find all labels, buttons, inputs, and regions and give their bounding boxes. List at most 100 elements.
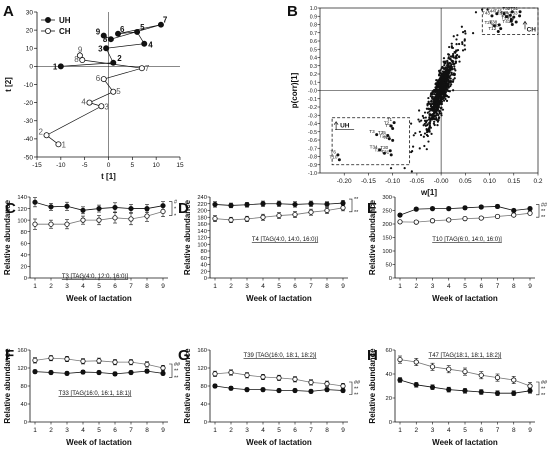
y-tick-label: -1.0 [308,171,317,177]
chart-title: T4 [TAG(4:0, 14:0, 16:0)] [252,237,319,243]
data-point [115,30,122,37]
loading-point [412,145,415,148]
y-tick-label: -0.0 [308,89,317,95]
loading-point [452,35,455,38]
loading-point [436,120,440,123]
x-tick-label: 7 [309,427,313,434]
data-point [511,390,517,396]
x-tick-label: 5 [463,283,467,290]
labeled-point-text: T31 [381,149,389,154]
x-axis-label-b: w[1] [420,188,437,197]
point-label: 2 [117,54,122,63]
y-tick-label: -0.9 [308,163,317,169]
loading-point [437,74,441,77]
x-tick-label: 9 [161,283,165,290]
loading-point [433,120,436,123]
labeled-point-text: T3 [369,129,375,134]
point-label: 6 [96,74,101,83]
loadings-cloud [389,8,489,173]
series-uh [212,383,346,394]
loading-point [447,89,450,93]
data-point [80,358,86,364]
y-tick-label: 160 [17,348,27,354]
x-axis-label: Week of lactation [246,294,312,303]
loading-point [427,107,430,110]
data-point [212,216,218,222]
labeled-point [389,153,393,157]
labeled-point [510,23,514,26]
significance-mark: ** [541,393,546,399]
loading-point [426,123,429,126]
loading-point [456,48,460,52]
x-axis-label: Week of lactation [246,438,312,447]
loading-point [471,32,475,35]
loading-point [424,116,427,119]
y-tick-label: 0.6 [310,39,317,45]
labeled-point [391,138,395,142]
x-axis-label: Week of lactation [66,438,132,447]
y-tick-label: -0.2 [308,105,317,111]
loading-point [427,129,430,132]
loading-point [448,45,451,49]
data-point [103,45,110,52]
panel-label-c: C [5,200,16,217]
loading-point [438,110,442,113]
loading-point [444,74,447,77]
x-tick-label: 6 [479,283,483,290]
loading-point [430,117,433,121]
labeled-point [387,137,391,141]
labeled-point-text: T47 [497,11,505,16]
loading-point [425,107,428,110]
y-tick-label: 40 [386,372,392,378]
data-point [144,361,150,367]
loading-point [441,83,444,87]
panel-g: G 0 40 80 120 160 1 2 3 4 5 6 7 8 9 Week of lactation Re… [178,347,361,447]
loading-point [442,57,446,60]
legend-a: UH CH [41,16,71,36]
data-point [260,214,266,220]
series-uh [397,377,533,396]
data-point [324,207,330,214]
loading-point [422,135,425,138]
y-tick-label: 80 [201,384,207,390]
loading-point [436,82,439,85]
loading-point [423,144,426,148]
data-point [32,357,38,363]
significance-bracket [349,381,353,395]
data-point [340,205,346,211]
loading-point [437,102,440,106]
y-tick-label: -0.7 [308,146,317,152]
loading-point [461,41,464,44]
loading-point [434,99,437,102]
data-point [228,385,234,391]
y-tick-label: 0 [24,276,27,282]
loading-point [452,62,455,65]
loading-point [419,133,423,137]
x-tick-label: 5 [131,162,135,169]
loading-point [424,124,427,127]
loading-point [443,67,446,71]
loading-point [430,132,433,135]
data-point [96,369,102,376]
loading-point [474,11,478,14]
x-tick-label: 8 [512,427,516,434]
x-tick-label: 3 [431,283,435,290]
y-tick-label: 50 [386,263,392,269]
x-tick-label: 2 [229,283,233,290]
data-point [96,217,102,223]
series-ch [397,210,533,225]
y-tick-label: 0 [389,420,392,426]
y-axis-label-a: t [2] [4,77,13,92]
data-point [112,371,118,377]
data-point [478,215,484,221]
legend-text: CH [59,27,71,36]
loading-point [446,79,449,82]
loading-point [441,108,445,111]
data-point [397,219,403,225]
data-point [292,211,298,218]
loading-point [449,64,453,67]
x-tick-label: -0.10 [385,178,400,185]
y-tick-label: 300 [382,195,392,201]
data-point [157,21,164,28]
data-point [228,202,234,209]
